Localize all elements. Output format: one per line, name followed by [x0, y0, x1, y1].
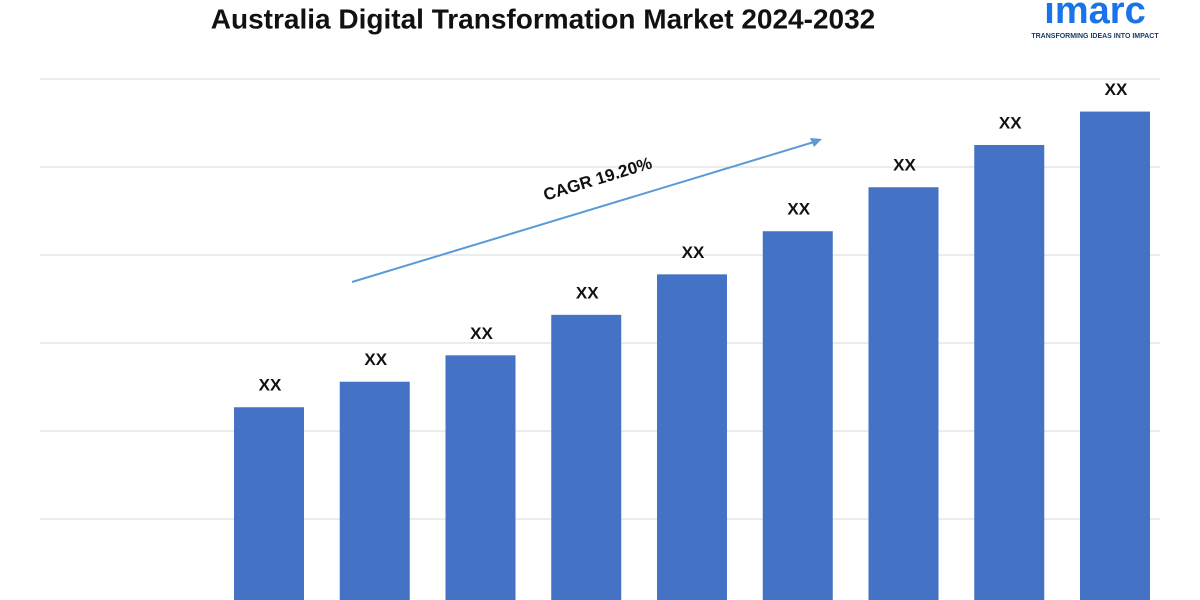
brand-tagline: TRANSFORMING IDEAS INTO IMPACT: [1031, 33, 1159, 40]
bar: [762, 231, 833, 600]
bar: [1080, 111, 1150, 600]
bar: [339, 381, 410, 600]
bar: [551, 314, 622, 600]
bar: [445, 355, 516, 600]
value-label: XX: [1105, 80, 1128, 99]
cagr-arrowhead: [810, 138, 822, 147]
value-label: XX: [682, 243, 705, 262]
value-label: XX: [259, 376, 282, 395]
value-label: XX: [893, 156, 916, 175]
value-label: XX: [999, 113, 1022, 132]
value-label: XX: [364, 350, 387, 369]
cagr-arrow: [351, 141, 815, 283]
bar: [868, 187, 939, 600]
bar: [234, 407, 304, 600]
value-label: XX: [787, 200, 810, 219]
value-label: XX: [576, 283, 599, 302]
value-label: XX: [470, 324, 493, 343]
bar: [974, 145, 1045, 600]
brand-logo: imarc: [1044, 0, 1145, 32]
bar: [657, 274, 727, 600]
chart-title: Australia Digital Transformation Market …: [211, 3, 875, 34]
cagr-label: CAGR 19.20%: [541, 154, 654, 205]
